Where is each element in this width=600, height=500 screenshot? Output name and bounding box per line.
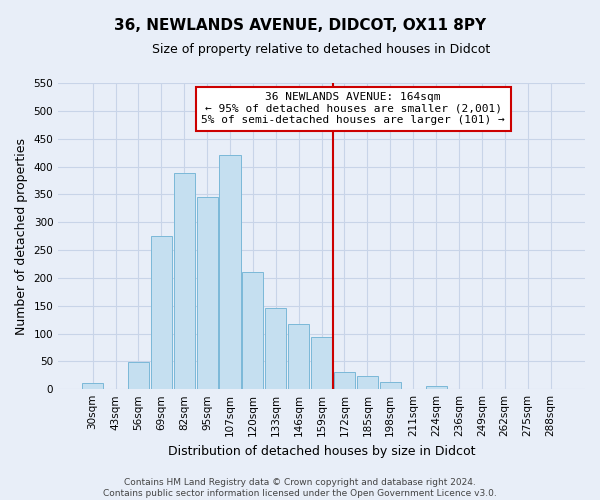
Y-axis label: Number of detached properties: Number of detached properties [15, 138, 28, 334]
Bar [128, 362, 149, 389]
Bar [173, 173, 195, 389]
Text: Contains HM Land Registry data © Crown copyright and database right 2024.
Contai: Contains HM Land Registry data © Crown c… [103, 478, 497, 498]
Text: 36 NEWLANDS AVENUE: 164sqm
← 95% of detached houses are smaller (2,001)
5% of se: 36 NEWLANDS AVENUE: 164sqm ← 95% of deta… [202, 92, 505, 126]
Bar [357, 376, 378, 389]
Bar [151, 236, 172, 389]
Bar [380, 382, 401, 389]
Bar [265, 308, 286, 389]
Bar [311, 338, 332, 389]
Bar [288, 324, 309, 389]
X-axis label: Distribution of detached houses by size in Didcot: Distribution of detached houses by size … [168, 444, 475, 458]
Bar [334, 372, 355, 389]
Bar [82, 383, 103, 389]
Bar [242, 272, 263, 389]
Bar [425, 386, 446, 389]
Bar [197, 197, 218, 389]
Bar [220, 156, 241, 389]
Text: 36, NEWLANDS AVENUE, DIDCOT, OX11 8PY: 36, NEWLANDS AVENUE, DIDCOT, OX11 8PY [114, 18, 486, 32]
Title: Size of property relative to detached houses in Didcot: Size of property relative to detached ho… [152, 42, 491, 56]
